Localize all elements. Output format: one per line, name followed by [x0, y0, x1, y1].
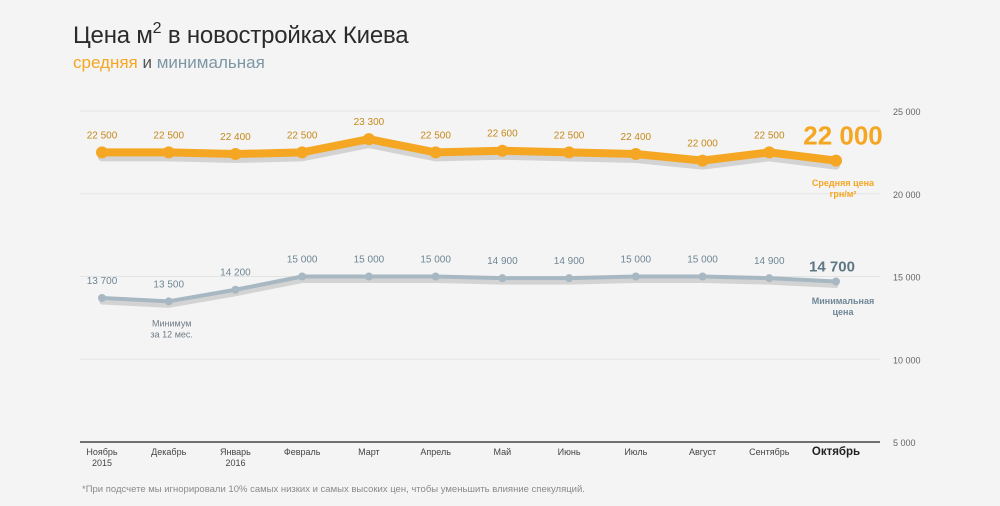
- data-label-min: 14 900: [554, 256, 585, 267]
- data-point-avg: [429, 146, 442, 159]
- data-point-min: [698, 272, 707, 281]
- series-line-avg: [98, 135, 840, 165]
- data-point-min: [164, 297, 173, 306]
- data-label-min: 14 900: [754, 256, 785, 267]
- footnote: *При подсчете мы игнорировали 10% самых …: [82, 484, 585, 495]
- data-point-avg: [296, 146, 309, 159]
- data-label-min: 15 000: [621, 255, 652, 266]
- y-tick-label: 10 000: [893, 355, 921, 365]
- data-label-min: 15 000: [687, 255, 718, 266]
- data-point-min: [98, 294, 106, 303]
- data-point-min: [631, 272, 640, 281]
- data-label-min: 14 900: [487, 256, 518, 267]
- data-label-avg: 22 600: [487, 129, 518, 140]
- data-label-avg: 22 500: [287, 130, 318, 141]
- data-label-min: 14 200: [220, 268, 251, 279]
- data-point-avg: [629, 148, 642, 161]
- data-point-min: [565, 274, 574, 283]
- x-tick-label: Сентябрь: [749, 447, 790, 457]
- title-main: Цена м: [73, 22, 153, 49]
- title-block: Цена м2 в новостройках Киева средняя и м…: [73, 20, 409, 73]
- data-point-avg: [229, 148, 242, 161]
- annotation-text: за 12 мес.: [151, 329, 193, 339]
- data-point-avg: [362, 133, 375, 146]
- x-tick-label: Июль: [624, 447, 647, 457]
- chart-subtitle: средняя и минимальная: [73, 53, 408, 73]
- y-tick-label: 20 000: [893, 190, 921, 200]
- data-point-min: [832, 277, 840, 286]
- data-point-min: [765, 274, 774, 283]
- series-end-label: Средняя цена: [812, 178, 875, 188]
- data-label-avg: 22 500: [420, 130, 451, 141]
- series-end-label: Минимальная: [812, 296, 875, 306]
- data-point-avg: [830, 154, 842, 167]
- x-tick-label: Март: [358, 447, 380, 457]
- series-shadow-min: [99, 278, 839, 308]
- data-label-avg: 22 400: [220, 132, 251, 143]
- x-tick-label: 2016: [225, 458, 245, 468]
- series-shadow-avg: [98, 140, 840, 170]
- series-end-label: цена: [833, 307, 855, 317]
- x-tick-label: Январь: [220, 447, 251, 457]
- data-label-avg: 22 500: [87, 130, 118, 141]
- data-point-avg: [763, 146, 776, 159]
- title-rest: в новостройках Киева: [161, 22, 409, 49]
- data-label-avg: 22 500: [153, 130, 184, 141]
- data-label-min: 15 000: [420, 255, 451, 266]
- y-tick-label: 5 000: [893, 438, 916, 448]
- data-point-avg: [96, 146, 108, 159]
- x-tick-label: Апрель: [420, 447, 451, 457]
- x-tick-label: Ноябрь: [86, 447, 118, 457]
- series-line-min: [100, 274, 838, 304]
- x-tick-label: Август: [689, 447, 716, 457]
- data-label-avg: 23 300: [354, 117, 385, 128]
- data-label-avg: 22 500: [754, 130, 785, 141]
- annotation-text: Минимум: [152, 318, 191, 328]
- data-point-avg: [563, 146, 576, 159]
- series-end-label: грн/м²: [830, 189, 857, 199]
- data-point-min: [298, 272, 307, 281]
- x-tick-label: Май: [494, 447, 512, 457]
- data-label-min: 13 500: [153, 279, 184, 290]
- data-label-min: 15 000: [354, 255, 385, 266]
- x-tick-label: Июнь: [558, 447, 581, 457]
- data-label-min: 15 000: [287, 255, 318, 266]
- subtitle-and: и: [142, 53, 153, 72]
- data-label-avg: 22 400: [621, 132, 652, 143]
- x-tick-label: Февраль: [284, 447, 321, 457]
- subtitle-average: средняя: [73, 53, 138, 72]
- data-point-min: [231, 285, 240, 294]
- subtitle-minimum: минимальная: [156, 53, 265, 72]
- data-point-min: [498, 274, 507, 283]
- data-point-avg: [496, 144, 509, 157]
- chart-title: Цена м2 в новостройках Киева: [73, 20, 409, 50]
- x-tick-label: 2015: [92, 458, 112, 468]
- data-point-min: [431, 272, 440, 281]
- data-point-min: [364, 272, 373, 281]
- data-label-avg: 22 500: [554, 130, 585, 141]
- data-label-avg: 22 000: [687, 139, 718, 150]
- data-point-avg: [162, 146, 175, 159]
- data-label-min: 14 700: [809, 258, 855, 275]
- y-tick-label: 15 000: [893, 273, 921, 283]
- x-tick-label: Декабрь: [151, 447, 186, 457]
- title-superscript: 2: [152, 20, 162, 37]
- data-label-min: 13 700: [87, 276, 118, 287]
- data-label-avg: 22 000: [803, 121, 883, 151]
- y-tick-label: 25 000: [893, 107, 921, 117]
- x-tick-label: Октябрь: [812, 446, 860, 458]
- data-point-avg: [696, 154, 709, 167]
